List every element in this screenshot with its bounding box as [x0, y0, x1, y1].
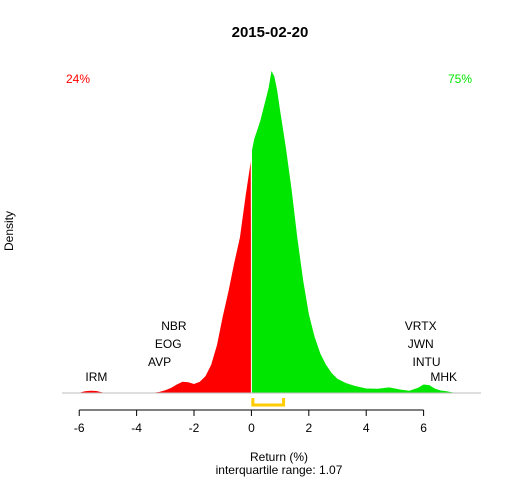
positive-share-label: 75% [448, 72, 472, 86]
positive-density-area [251, 71, 481, 393]
ticker-label: VRTX [405, 319, 437, 333]
negative-share-label: 24% [66, 72, 90, 86]
x-tick-label: 2 [305, 421, 312, 435]
x-axis-label: Return (%) [250, 450, 308, 464]
ticker-label: AVP [148, 355, 171, 369]
ticker-label: JWN [408, 337, 434, 351]
x-tick-label: 6 [420, 421, 427, 435]
x-axis-ticks: -6 -4 -2 0 2 4 6 [74, 410, 427, 435]
ticker-label: NBR [161, 319, 187, 333]
iqr-bracket [251, 398, 286, 407]
negative-density-area [62, 161, 252, 393]
y-axis-label: Density [2, 211, 16, 251]
x-tick-label: -2 [189, 421, 200, 435]
x-tick-label: 4 [363, 421, 370, 435]
ticker-label: EOG [155, 337, 182, 351]
ticker-label: MHK [430, 370, 457, 384]
iqr-subtitle: interquartile range: 1.07 [216, 463, 343, 477]
x-tick-label: -4 [131, 421, 142, 435]
x-tick-label: 0 [248, 421, 255, 435]
ticker-label: IRM [85, 370, 107, 384]
chart-title: 2015-02-20 [232, 24, 309, 41]
ticker-label: INTU [413, 355, 441, 369]
x-tick-label: -6 [74, 421, 85, 435]
